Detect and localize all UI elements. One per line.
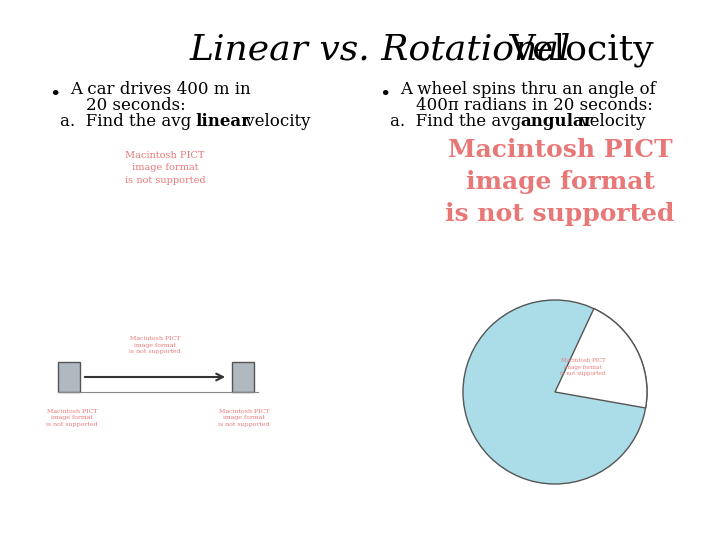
- Text: •: •: [49, 86, 60, 104]
- Bar: [58, 362, 80, 392]
- Text: Macintosh PICT
image format
is not supported: Macintosh PICT image format is not suppo…: [130, 336, 181, 354]
- Text: 400π radians in 20 seconds:: 400π radians in 20 seconds:: [416, 97, 653, 113]
- Text: A car drives 400 m in: A car drives 400 m in: [70, 82, 251, 98]
- Text: Macintosh PICT
image format
is not supported: Macintosh PICT image format is not suppo…: [46, 409, 98, 427]
- Text: Macintosh PICT
image format
is not supported: Macintosh PICT image format is not suppo…: [218, 409, 270, 427]
- Text: a.  Find the avg: a. Find the avg: [60, 113, 197, 131]
- Text: Linear vs. Rotational: Linear vs. Rotational: [190, 33, 571, 67]
- Text: Velocity: Velocity: [498, 33, 654, 68]
- Circle shape: [463, 300, 647, 484]
- Text: Macintosh PICT
image format
is not supported: Macintosh PICT image format is not suppo…: [560, 359, 606, 376]
- Text: velocity: velocity: [575, 113, 646, 131]
- Wedge shape: [555, 309, 647, 408]
- Text: Macintosh PICT
image format
is not supported: Macintosh PICT image format is not suppo…: [125, 151, 205, 185]
- Text: velocity: velocity: [240, 113, 310, 131]
- Text: a.  Find the avg: a. Find the avg: [390, 113, 526, 131]
- Text: Macintosh PICT
image format
is not supported: Macintosh PICT image format is not suppo…: [445, 138, 675, 226]
- Text: angular: angular: [520, 113, 593, 131]
- Text: 20 seconds:: 20 seconds:: [86, 97, 186, 113]
- Text: •: •: [379, 86, 391, 104]
- Text: A wheel spins thru an angle of: A wheel spins thru an angle of: [400, 82, 656, 98]
- Bar: [232, 362, 254, 392]
- Text: linear: linear: [195, 113, 250, 131]
